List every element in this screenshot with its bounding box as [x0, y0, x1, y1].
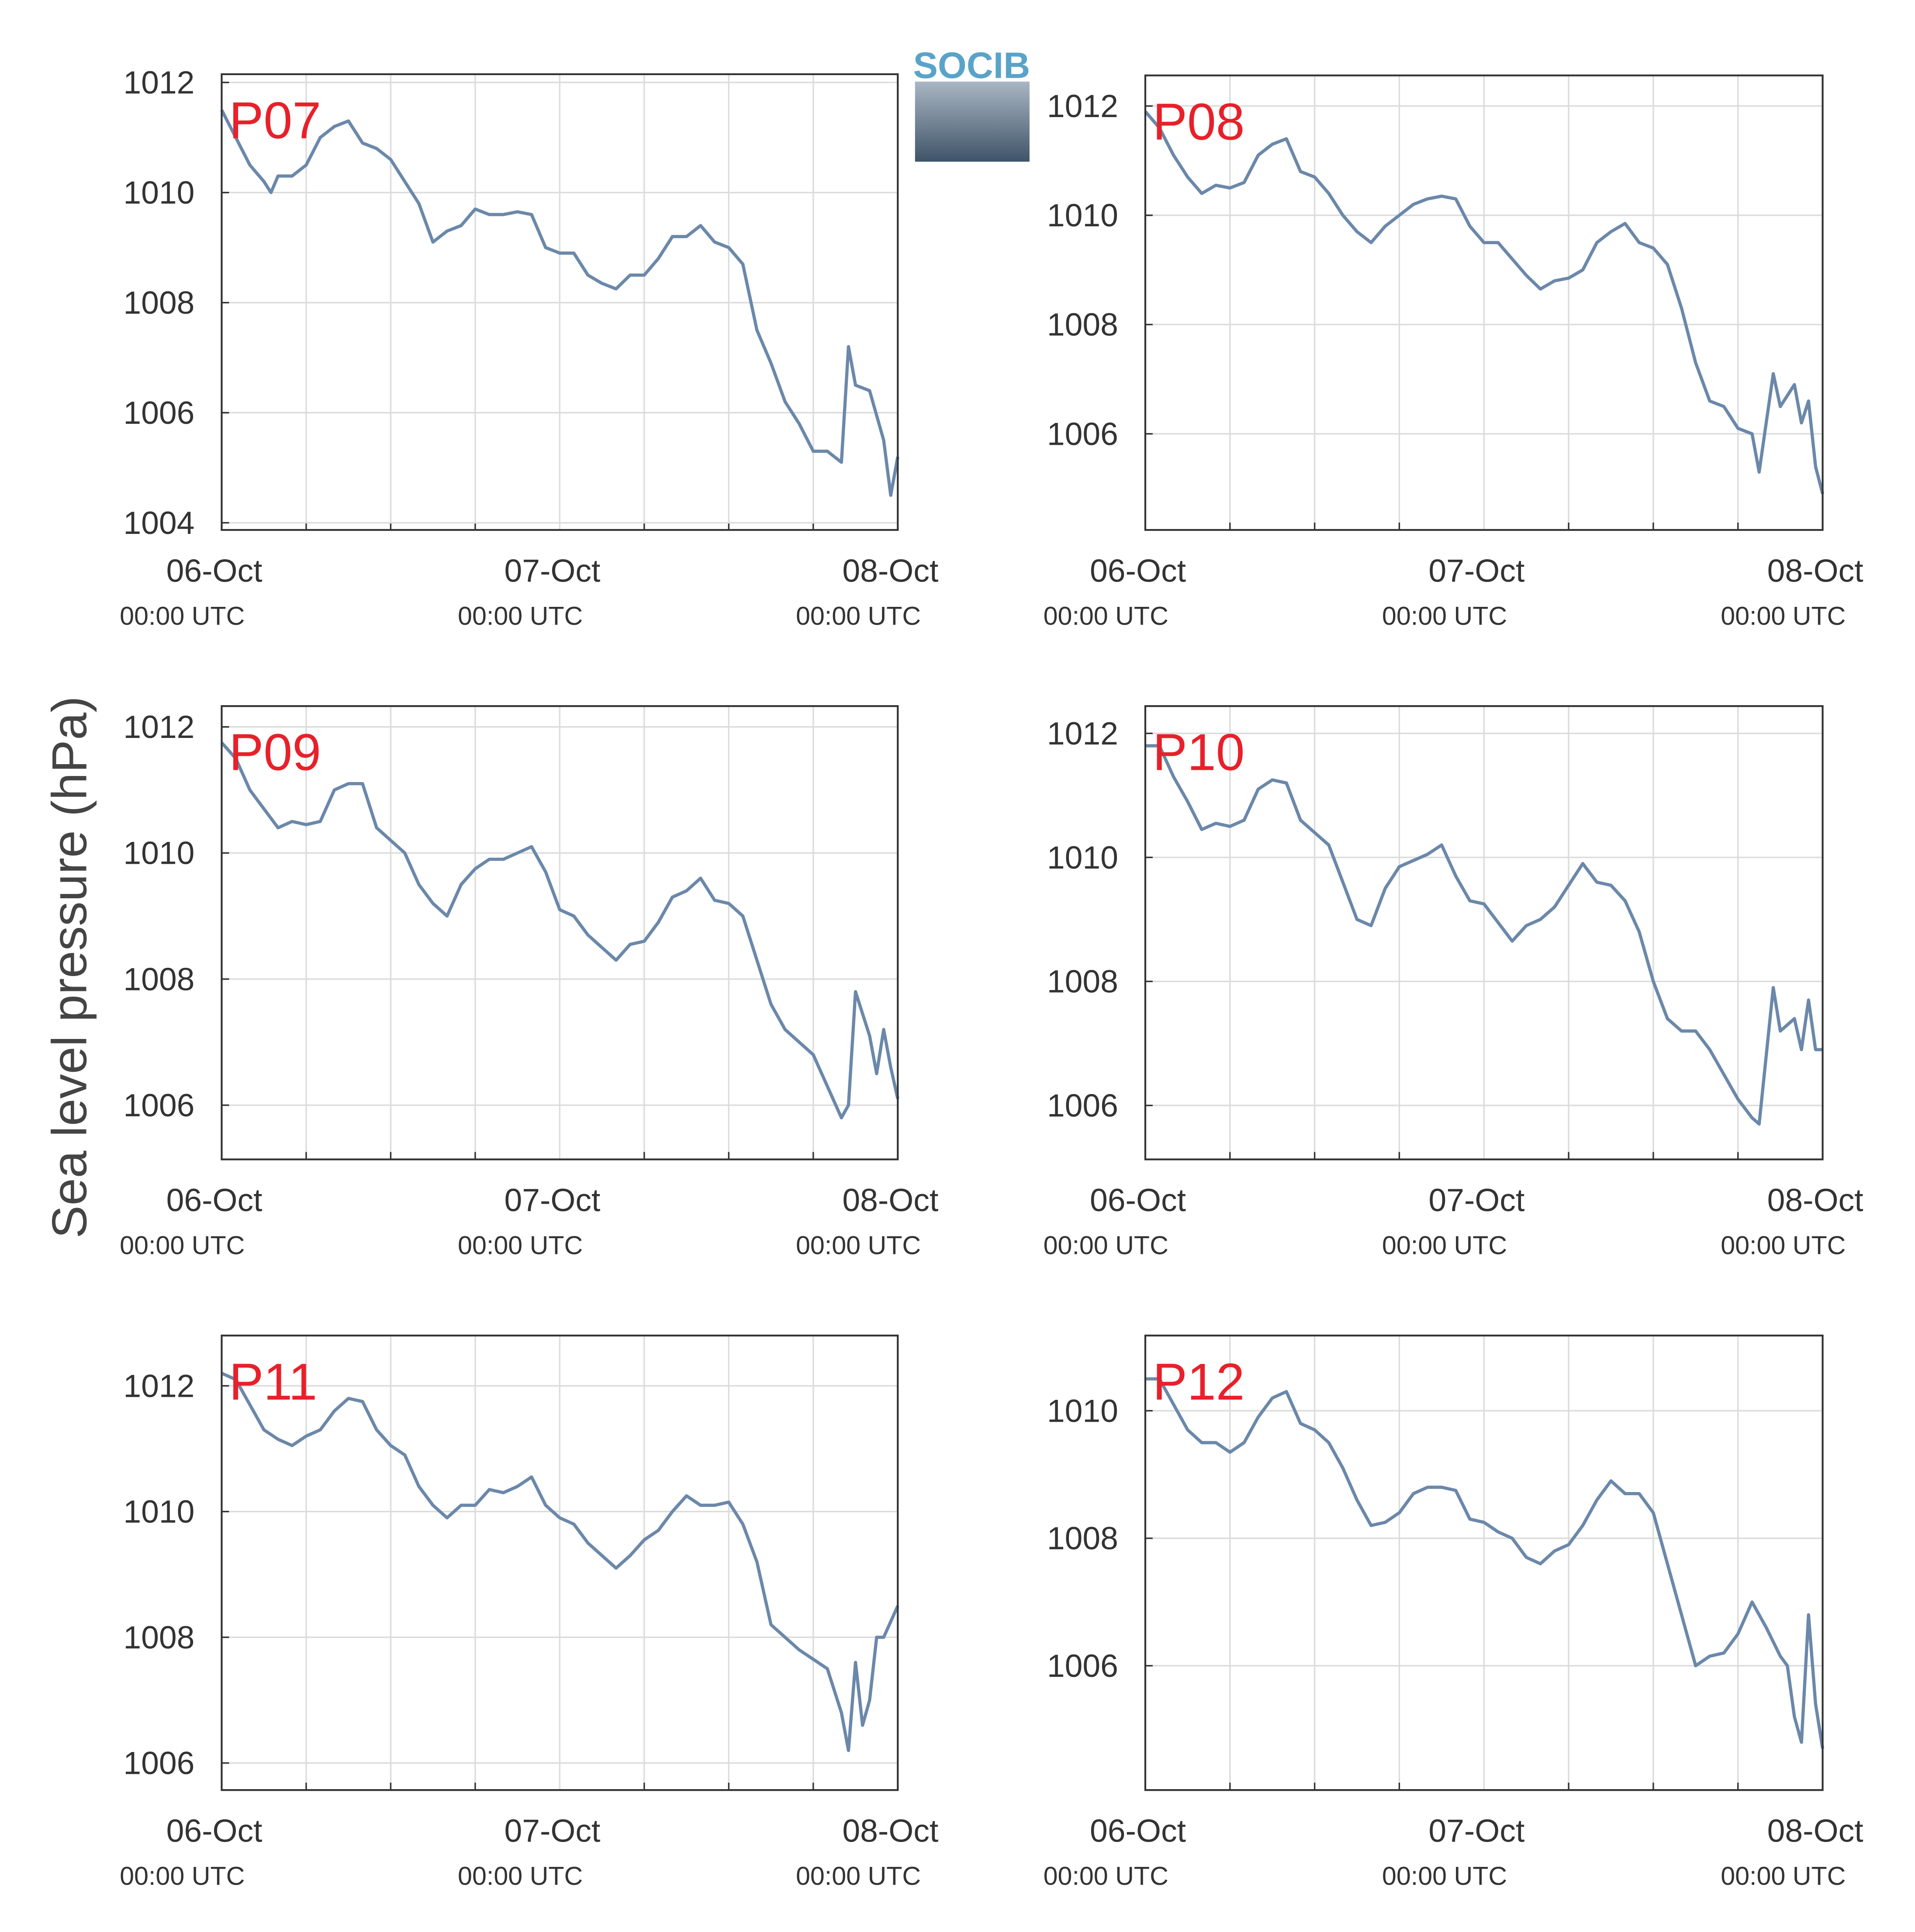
y-axis-label: Sea level pressure (hPa): [41, 696, 97, 1238]
x-tick-label: 07-Oct: [1428, 1182, 1524, 1218]
y-tick-label: 1008: [1047, 964, 1118, 1000]
y-tick-label: 1008: [123, 961, 194, 997]
x-tick-sublabel: 00:00 UTC: [458, 1231, 583, 1260]
data-line: [221, 1371, 899, 1752]
x-tick-label: 06-Oct: [166, 1182, 263, 1218]
x-tick-sublabel: 00:00 UTC: [1721, 1231, 1846, 1260]
plot-frame: [1144, 74, 1824, 531]
x-tick-sublabel: 00:00 UTC: [1382, 1231, 1507, 1260]
y-tick-label: 1010: [1047, 840, 1118, 876]
y-tick-label: 1008: [123, 285, 194, 321]
panel-title: P08: [1153, 93, 1245, 151]
plot-frame: [1144, 705, 1824, 1160]
panel-title: P10: [1153, 724, 1245, 782]
x-tick-sublabel: 00:00 UTC: [1721, 601, 1846, 630]
x-tick-sublabel: 00:00 UTC: [796, 601, 921, 630]
y-tick-label: 1008: [1047, 1520, 1118, 1556]
y-tick-label: 1012: [123, 709, 194, 745]
x-tick-label: 06-Oct: [166, 553, 263, 589]
data-line: [1145, 744, 1823, 1126]
y-tick-label: 1010: [123, 835, 194, 871]
x-tick-label: 07-Oct: [1428, 1813, 1524, 1849]
logo-text: SOCIB: [913, 44, 1030, 86]
plot-frame: [221, 1334, 899, 1791]
x-tick-sublabel: 00:00 UTC: [1044, 601, 1168, 630]
y-tick-label: 1010: [123, 1494, 194, 1530]
x-tick-sublabel: 00:00 UTC: [458, 601, 583, 630]
x-tick-label: 08-Oct: [1767, 1813, 1863, 1849]
plot-frame: [221, 705, 899, 1160]
x-tick-label: 06-Oct: [1090, 553, 1186, 589]
x-tick-label: 08-Oct: [842, 553, 938, 589]
data-line: [1144, 110, 1825, 495]
y-tick-label: 1010: [1047, 1393, 1118, 1429]
data-line: [220, 109, 899, 497]
y-tick-label: 1004: [123, 505, 194, 541]
y-tick-label: 1006: [123, 395, 194, 431]
y-tick-label: 1010: [123, 175, 194, 211]
y-tick-label: 1008: [123, 1620, 194, 1655]
panel-title: P09: [229, 724, 321, 782]
x-tick-label: 08-Oct: [842, 1813, 938, 1849]
x-tick-label: 06-Oct: [166, 1813, 263, 1849]
x-tick-label: 07-Oct: [1428, 553, 1524, 589]
x-tick-sublabel: 00:00 UTC: [1044, 1861, 1168, 1890]
x-tick-label: 06-Oct: [1090, 1182, 1186, 1218]
y-tick-label: 1010: [1047, 197, 1118, 233]
x-tick-label: 08-Oct: [1767, 553, 1863, 589]
x-tick-sublabel: 00:00 UTC: [1382, 601, 1507, 630]
y-tick-label: 1012: [123, 65, 194, 100]
panel-title: P12: [1153, 1353, 1245, 1411]
x-tick-sublabel: 00:00 UTC: [458, 1861, 583, 1890]
y-tick-label: 1006: [123, 1745, 194, 1781]
y-tick-label: 1008: [1047, 307, 1118, 343]
data-line: [1145, 1377, 1825, 1749]
plot-frame: [1144, 1334, 1824, 1791]
x-tick-sublabel: 00:00 UTC: [1382, 1861, 1507, 1890]
y-tick-label: 1012: [1047, 88, 1118, 124]
x-tick-label: 06-Oct: [1090, 1813, 1186, 1849]
x-tick-sublabel: 00:00 UTC: [120, 1231, 245, 1260]
x-tick-sublabel: 00:00 UTC: [796, 1861, 921, 1890]
panel-title: P11: [229, 1353, 317, 1411]
y-tick-label: 1012: [1047, 716, 1118, 751]
x-tick-label: 07-Oct: [504, 1813, 600, 1849]
logo-block: [915, 81, 1030, 162]
x-tick-sublabel: 00:00 UTC: [1721, 1861, 1846, 1890]
x-tick-label: 07-Oct: [504, 1182, 600, 1218]
panel-title: P07: [229, 92, 321, 149]
data-line: [220, 741, 899, 1120]
y-tick-label: 1006: [1047, 1648, 1118, 1684]
x-tick-label: 08-Oct: [842, 1182, 938, 1218]
x-tick-sublabel: 00:00 UTC: [1044, 1231, 1168, 1260]
x-tick-sublabel: 00:00 UTC: [796, 1231, 921, 1260]
x-tick-label: 08-Oct: [1767, 1182, 1863, 1218]
x-tick-sublabel: 00:00 UTC: [120, 1861, 245, 1890]
y-tick-label: 1006: [123, 1087, 194, 1123]
y-tick-label: 1012: [123, 1368, 194, 1404]
plot-frame: [221, 73, 899, 531]
y-tick-label: 1006: [1047, 1088, 1118, 1124]
y-tick-label: 1006: [1047, 416, 1118, 452]
x-tick-label: 07-Oct: [504, 553, 600, 589]
x-tick-sublabel: 00:00 UTC: [120, 601, 245, 630]
